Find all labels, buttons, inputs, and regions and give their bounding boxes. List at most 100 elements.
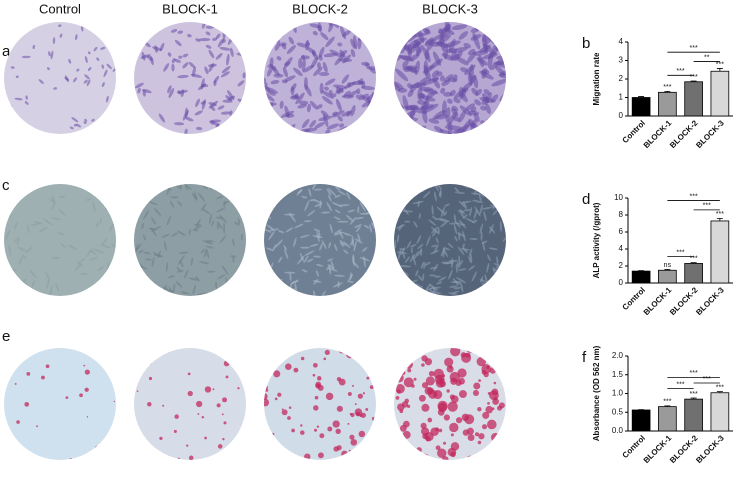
cell bbox=[331, 93, 337, 98]
texture bbox=[267, 275, 277, 283]
nodule bbox=[138, 359, 145, 366]
texture bbox=[17, 246, 27, 252]
cell bbox=[342, 54, 352, 64]
nodule bbox=[449, 422, 459, 433]
cell bbox=[352, 35, 358, 50]
cell bbox=[86, 79, 91, 87]
cell bbox=[337, 42, 343, 47]
nodule bbox=[478, 379, 482, 383]
texture bbox=[443, 247, 451, 251]
nodule bbox=[425, 376, 435, 386]
cell bbox=[220, 71, 230, 78]
cell bbox=[212, 37, 218, 41]
nodule bbox=[404, 360, 413, 369]
nodule bbox=[464, 414, 475, 425]
texture bbox=[303, 220, 312, 223]
cell bbox=[334, 54, 345, 66]
nodule bbox=[458, 390, 467, 399]
micrograph-bg bbox=[134, 184, 246, 296]
texture bbox=[433, 244, 439, 253]
texture bbox=[453, 287, 462, 290]
nodule bbox=[441, 456, 449, 460]
texture bbox=[141, 222, 144, 230]
texture bbox=[394, 289, 399, 296]
texture bbox=[403, 220, 411, 223]
cell bbox=[395, 68, 409, 82]
texture bbox=[299, 234, 310, 239]
texture bbox=[333, 229, 342, 235]
texture bbox=[329, 223, 333, 234]
cell bbox=[204, 66, 209, 75]
texture bbox=[333, 216, 341, 221]
texture bbox=[192, 229, 199, 232]
cell bbox=[450, 51, 457, 61]
texture bbox=[178, 251, 189, 255]
texture bbox=[454, 235, 458, 242]
texture bbox=[22, 254, 27, 260]
panel-label: f bbox=[582, 349, 587, 366]
cell bbox=[312, 51, 319, 60]
significance-label: *** bbox=[690, 391, 698, 398]
nodule bbox=[450, 433, 454, 437]
texture bbox=[300, 246, 310, 249]
nodule bbox=[196, 400, 203, 408]
cell bbox=[274, 42, 281, 51]
nodule bbox=[402, 430, 411, 439]
texture bbox=[462, 230, 466, 242]
cell bbox=[198, 37, 211, 42]
y-tick-label: 2 bbox=[619, 261, 624, 270]
nodule bbox=[449, 371, 460, 383]
nodule bbox=[404, 398, 409, 404]
texture bbox=[394, 262, 397, 267]
nodule bbox=[338, 348, 346, 354]
texture bbox=[394, 265, 397, 277]
texture bbox=[350, 239, 354, 246]
texture bbox=[290, 184, 293, 193]
cell bbox=[420, 95, 436, 102]
cell bbox=[177, 90, 182, 95]
cell bbox=[498, 70, 506, 77]
texture bbox=[394, 239, 397, 249]
texture bbox=[110, 269, 116, 272]
error-bar bbox=[664, 90, 671, 93]
error-bar bbox=[690, 397, 697, 400]
texture bbox=[479, 223, 484, 234]
texture bbox=[326, 201, 333, 212]
cell bbox=[439, 129, 454, 134]
cell bbox=[439, 75, 445, 82]
nodule bbox=[462, 429, 470, 436]
cell bbox=[335, 98, 342, 112]
nodule bbox=[277, 392, 282, 397]
texture bbox=[143, 234, 146, 241]
nodule bbox=[482, 411, 490, 419]
texture bbox=[154, 254, 164, 257]
texture bbox=[194, 190, 198, 202]
cell bbox=[371, 91, 376, 102]
nodule bbox=[427, 417, 433, 423]
texture bbox=[457, 210, 465, 213]
cell bbox=[74, 34, 78, 41]
texture bbox=[354, 238, 363, 244]
cell bbox=[370, 42, 376, 47]
texture bbox=[291, 280, 299, 284]
texture bbox=[235, 188, 246, 192]
texture bbox=[309, 199, 316, 202]
texture bbox=[109, 222, 115, 232]
y-tick-label: 4 bbox=[619, 37, 624, 46]
texture bbox=[449, 285, 458, 288]
cell bbox=[104, 121, 108, 127]
nodule bbox=[314, 395, 319, 400]
texture bbox=[103, 293, 113, 296]
nodule bbox=[300, 424, 303, 427]
texture bbox=[439, 189, 442, 198]
texture bbox=[469, 206, 473, 217]
nodule bbox=[447, 447, 457, 457]
nodule bbox=[347, 422, 350, 425]
cell bbox=[210, 105, 216, 111]
texture bbox=[443, 262, 455, 265]
micrograph bbox=[134, 348, 246, 460]
nodule bbox=[477, 440, 482, 445]
nodule bbox=[478, 433, 485, 440]
nodule bbox=[201, 415, 205, 419]
cell bbox=[230, 47, 234, 57]
